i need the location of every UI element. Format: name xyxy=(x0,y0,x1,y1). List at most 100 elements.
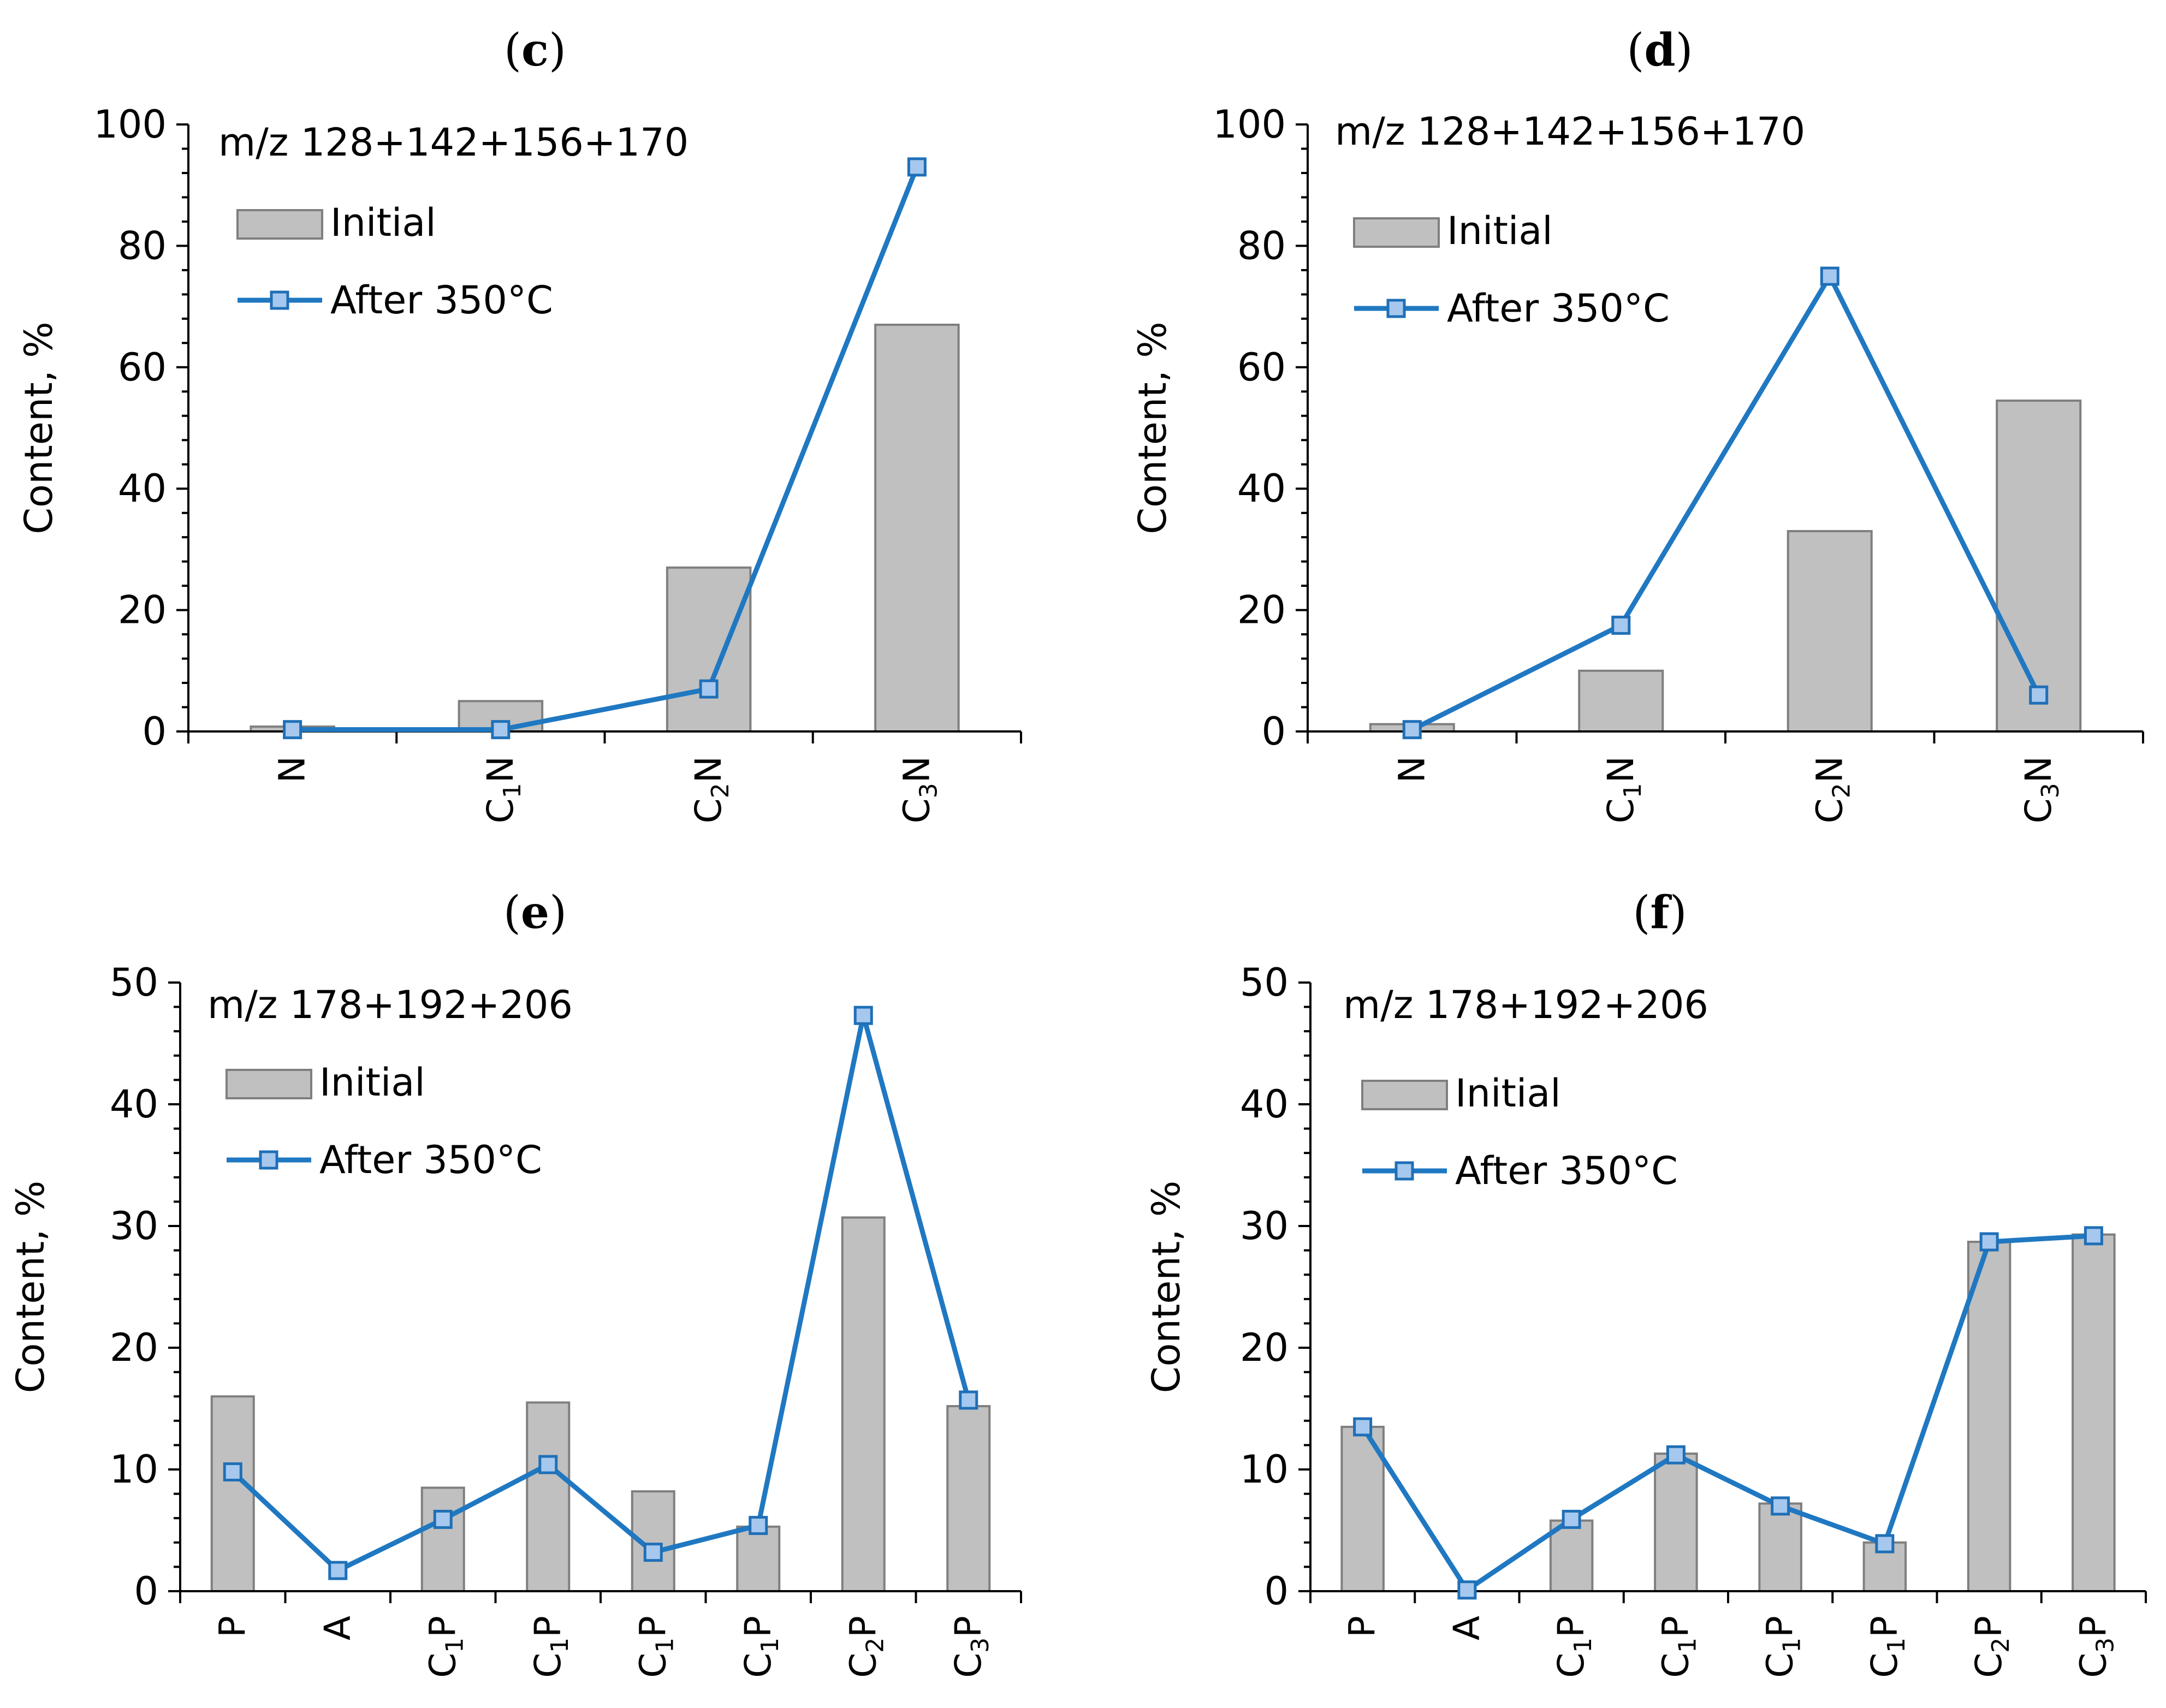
y-tick-label: 0 xyxy=(134,1569,158,1614)
marker-after-350-2 xyxy=(1562,1509,1581,1529)
legend-swatch-initial xyxy=(225,1069,312,1099)
cat-main: C xyxy=(737,1653,779,1678)
x-category-text: C2N xyxy=(687,756,734,823)
x-category-label: C2N xyxy=(687,756,734,823)
x-category-label: N xyxy=(1391,756,1433,783)
legend-label-after-350: After 350°C xyxy=(1447,286,1670,331)
panel-label: (f) xyxy=(1633,886,1687,939)
cat-sub: 1 xyxy=(1674,1638,1701,1653)
bar-initial-7 xyxy=(2072,1233,2116,1593)
y-tick-label: 40 xyxy=(110,1082,158,1127)
y-tick-label: 40 xyxy=(118,466,167,511)
legend-swatch-initial xyxy=(1361,1080,1448,1110)
x-category-text: N xyxy=(1391,756,1433,783)
cat-main: A xyxy=(317,1616,359,1640)
marker-after-350-1 xyxy=(1457,1580,1477,1600)
x-category-label: C1P1- xyxy=(737,1616,784,1678)
y-tick-label: 20 xyxy=(1237,588,1286,633)
line-after-350 xyxy=(292,166,919,733)
x-category-label: C3N xyxy=(895,756,942,823)
cat-tail: P xyxy=(1759,1616,1801,1638)
x-category-label: C1N xyxy=(479,756,526,823)
x-category-label: C3P xyxy=(947,1616,994,1678)
cat-sub: 1 xyxy=(651,1638,679,1653)
cat-tail: P xyxy=(842,1616,884,1638)
y-tick-label: 10 xyxy=(110,1447,158,1492)
x-category-label: C3N xyxy=(2017,756,2064,823)
legend-label-initial: Initial xyxy=(1447,209,1553,253)
cat-tail: N xyxy=(687,756,729,783)
y-tick-label: 50 xyxy=(110,960,158,1005)
marker-after-350-3 xyxy=(1666,1445,1686,1465)
panel-label-open: ( xyxy=(504,25,521,76)
bar-initial-3 xyxy=(1996,399,2082,733)
marker-after-350-0 xyxy=(1402,720,1422,740)
cat-main: C xyxy=(1600,798,1642,823)
x-category-label: P xyxy=(1342,1616,1384,1638)
x-category-label: C1P1- xyxy=(1864,1616,1910,1678)
cat-tail: P xyxy=(1654,1616,1696,1638)
y-tick-label: 0 xyxy=(1264,1569,1289,1614)
x-category-text: C1P xyxy=(422,1616,468,1678)
mz-annotation: m/z 178+192+206 xyxy=(207,983,573,1027)
cat-main: C xyxy=(1759,1653,1801,1678)
y-tick-label: 80 xyxy=(1237,223,1286,268)
legend-label-initial: Initial xyxy=(1455,1071,1561,1116)
panel-label-open: ( xyxy=(1627,25,1644,76)
cat-tail: P xyxy=(947,1616,989,1638)
x-category-label: P xyxy=(211,1616,253,1638)
bar-initial-1 xyxy=(1578,669,1664,733)
bar-initial-2 xyxy=(666,566,752,733)
cat-tail: P xyxy=(1968,1616,2010,1638)
y-axis-title: Content, % xyxy=(1144,1181,1189,1393)
x-category-label: C3P xyxy=(2072,1616,2119,1678)
x-category-text: C3P xyxy=(947,1616,994,1678)
marker-after-350-1 xyxy=(491,720,511,740)
cat-main: N xyxy=(271,756,313,783)
legend-swatch-initial xyxy=(1353,217,1440,248)
marker-after-350-0 xyxy=(1353,1417,1373,1437)
legend-marker-after-350 xyxy=(270,290,289,310)
cat-main: C xyxy=(422,1653,464,1678)
bar-initial-4 xyxy=(1758,1502,1802,1592)
cat-tail: P xyxy=(632,1616,674,1638)
bar-initial-7 xyxy=(946,1405,991,1593)
line-after-350 xyxy=(1360,1233,2094,1593)
cat-sub: 1 xyxy=(756,1638,784,1653)
x-category-text: C1P xyxy=(1654,1616,1701,1678)
y-tick-label: 20 xyxy=(1240,1325,1289,1370)
cat-main: C xyxy=(1550,1653,1592,1678)
y-tick-label: 60 xyxy=(1237,345,1286,390)
cat-tail: P xyxy=(1864,1616,1906,1638)
y-tick-label: 40 xyxy=(1237,466,1286,511)
legend-marker-after-350 xyxy=(1394,1161,1414,1181)
marker-after-350-5 xyxy=(749,1516,768,1536)
x-category-text: C3P xyxy=(2072,1616,2119,1678)
panel-label-open: ( xyxy=(503,887,521,939)
marker-after-350-6 xyxy=(1979,1232,1999,1252)
marker-after-350-1 xyxy=(328,1561,348,1580)
marker-after-350-3 xyxy=(538,1455,558,1474)
x-category-text: C1P xyxy=(632,1616,679,1678)
cat-main: C xyxy=(687,798,729,823)
marker-after-350-5 xyxy=(1875,1534,1895,1554)
x-category-text: C1P xyxy=(1864,1616,1910,1678)
y-tick-label: 50 xyxy=(1240,960,1289,1005)
cat-sub: 1 xyxy=(499,783,526,798)
y-tick-label: 20 xyxy=(118,588,167,633)
cat-tail: N xyxy=(1600,756,1642,783)
legend-label-after-350: After 350°C xyxy=(319,1138,542,1182)
bar-initial-3 xyxy=(1654,1453,1698,1593)
x-category-text: C2P xyxy=(842,1616,889,1678)
x-category-text: C2P xyxy=(1968,1616,2015,1678)
marker-after-350-2 xyxy=(699,679,719,699)
cat-main: C xyxy=(947,1653,989,1678)
marker-after-350-2 xyxy=(1820,266,1839,286)
y-tick-label: 60 xyxy=(118,345,167,390)
panel-label-letter: d xyxy=(1644,24,1675,76)
x-category-label: C1P3- xyxy=(1550,1616,1597,1678)
x-category-text: C3N xyxy=(2017,756,2064,823)
cat-main: C xyxy=(479,798,521,823)
panel-label-close: ) xyxy=(1676,25,1693,76)
panel-label-close: ) xyxy=(549,25,566,76)
